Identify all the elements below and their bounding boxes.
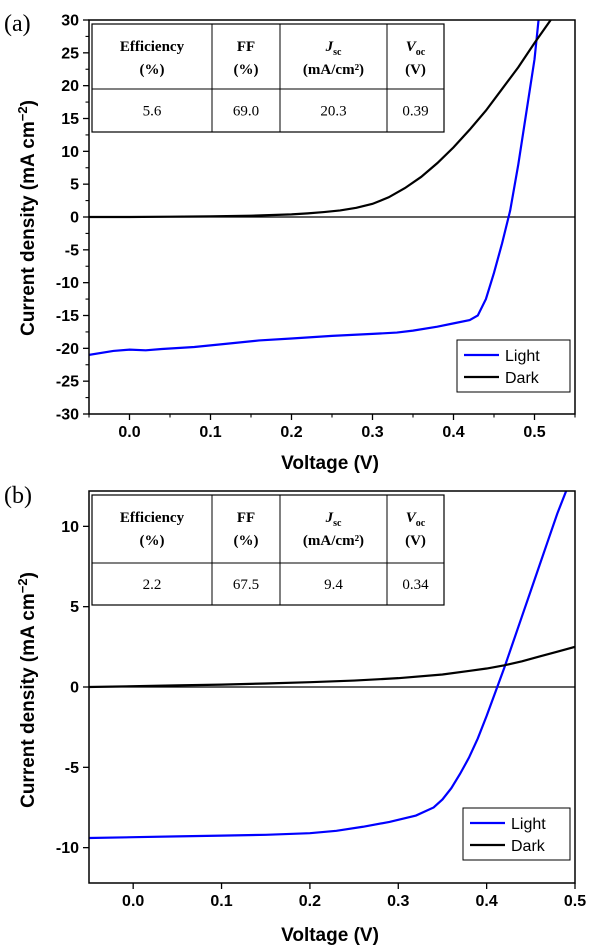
table-header-unit: (%): [140, 533, 165, 549]
table-border: [91, 23, 445, 133]
y-tick-label: -5: [65, 760, 79, 777]
y-axis-title-text: Current density (mA cm: [18, 593, 39, 808]
inset-table: Efficiency (%) 2.2 FF (%) 67.5 Jsc (mA/cm²) 9.4 V…: [91, 494, 445, 606]
legend-label: Dark: [511, 838, 546, 855]
legend-box: [456, 339, 571, 393]
x-tick-label: 0.2: [280, 424, 302, 441]
y-axis-title-exponent: −2: [15, 578, 30, 593]
y-tick-label: 5: [70, 177, 79, 194]
table-header-symbol: J: [325, 39, 334, 55]
y-axis-title-close: ): [18, 100, 39, 106]
table-value: 69.0: [233, 104, 259, 120]
table-header-0: Efficiency: [120, 39, 185, 55]
table-header-subscript: sc: [333, 518, 342, 529]
table-value: 67.5: [233, 577, 259, 593]
series-line-light: [89, 20, 540, 356]
legend: Light Dark: [456, 339, 571, 393]
table-value: 5.6: [143, 104, 162, 120]
y-tick-label: 0: [70, 680, 79, 697]
x-tick-label: 0.1: [199, 424, 221, 441]
y-tick-label: 20: [61, 78, 79, 95]
table-header-1: FF: [237, 510, 255, 526]
table-header-unit: (mA/cm²): [303, 533, 364, 549]
table-header-symbol: V: [406, 510, 418, 526]
table-value: 0.39: [402, 104, 428, 120]
x-tick-label: 0.5: [564, 893, 586, 910]
legend: Light Dark: [462, 807, 571, 861]
table-header-unit: (%): [234, 62, 259, 78]
x-tick-label: 0.1: [210, 893, 232, 910]
y-tick-label: 25: [61, 45, 79, 62]
panel-label: (b): [4, 483, 32, 509]
chart-panel-a: 0.0 0.1 0.2 0.3 0.4 0.5 -30 -25 -20 -15 -10 -5 0 5 10 1…: [4, 11, 576, 474]
table-header-symbol: V: [406, 39, 418, 55]
y-tick-label: 0: [70, 210, 79, 227]
y-tick-label: 5: [70, 599, 79, 616]
x-tick-label: 0.3: [361, 424, 383, 441]
y-axis-title-close: ): [18, 572, 39, 578]
series-line-dark: [89, 645, 575, 689]
y-tick-label: -25: [56, 374, 79, 391]
table-header-1: FF: [237, 39, 255, 55]
table-header-subscript: oc: [416, 47, 426, 58]
legend-label: Light: [511, 816, 546, 833]
table-value: 0.34: [402, 577, 429, 593]
x-tick-label: 0.4: [442, 424, 464, 441]
y-tick-label: 10: [61, 519, 79, 536]
y-tick-label: 30: [61, 13, 79, 30]
table-value: 2.2: [143, 577, 162, 593]
x-tick-label: 0.4: [476, 893, 498, 910]
legend-label: Light: [505, 348, 540, 365]
table-header-3: Voc: [406, 510, 426, 529]
y-tick-label: -10: [56, 275, 79, 292]
y-axis-title-text: Current density (mA cm: [18, 121, 39, 336]
chart-panel-b: 0.0 0.1 0.2 0.3 0.4 0.5 -10 -5 0 5 10 Voltage (V) Cu…: [4, 483, 586, 946]
x-tick-label: 0.2: [299, 893, 321, 910]
series-line-light: [89, 491, 568, 840]
legend-box: [462, 807, 571, 861]
y-axis-title: Current density (mA cm−2): [15, 100, 39, 336]
y-tick-label: 10: [61, 144, 79, 161]
inset-table: Efficiency (%) 5.6 FF (%) 69.0 Jsc (mA/cm²) 20.3…: [91, 23, 445, 133]
legend-label: Dark: [505, 370, 540, 387]
x-axis-title: Voltage (V): [281, 453, 379, 474]
table-header-unit: (%): [140, 62, 165, 78]
series-line-dark: [89, 20, 552, 219]
x-tick-label: 0.0: [118, 424, 140, 441]
x-tick-label: 0.5: [523, 424, 545, 441]
table-value: 20.3: [320, 104, 346, 120]
table-header-0: Efficiency: [120, 510, 185, 526]
y-tick-label: -30: [56, 407, 79, 424]
table-header-subscript: oc: [416, 518, 426, 529]
y-tick-label: -15: [56, 308, 79, 325]
table-header-unit: (mA/cm²): [303, 62, 364, 78]
x-tick-label: 0.3: [387, 893, 409, 910]
table-header-2: Jsc: [325, 39, 342, 58]
panel-label: (a): [4, 11, 31, 37]
y-tick-label: -20: [56, 341, 79, 358]
table-header-3: Voc: [406, 39, 426, 58]
y-tick-label: -5: [65, 242, 79, 259]
x-tick-label: 0.0: [122, 893, 144, 910]
table-border: [91, 494, 445, 606]
y-axis-title-exponent: −2: [15, 106, 30, 121]
y-tick-label: 15: [61, 111, 79, 128]
table-header-2: Jsc: [325, 510, 342, 529]
x-axis-title: Voltage (V): [281, 925, 379, 946]
table-header-symbol: J: [325, 510, 334, 526]
table-header-unit: (V): [405, 533, 426, 549]
y-tick-label: -10: [56, 840, 79, 857]
table-value: 9.4: [324, 577, 343, 593]
table-header-unit: (%): [234, 533, 259, 549]
y-axis-title: Current density (mA cm−2): [15, 572, 39, 808]
table-header-unit: (V): [405, 62, 426, 78]
table-header-subscript: sc: [333, 47, 342, 58]
